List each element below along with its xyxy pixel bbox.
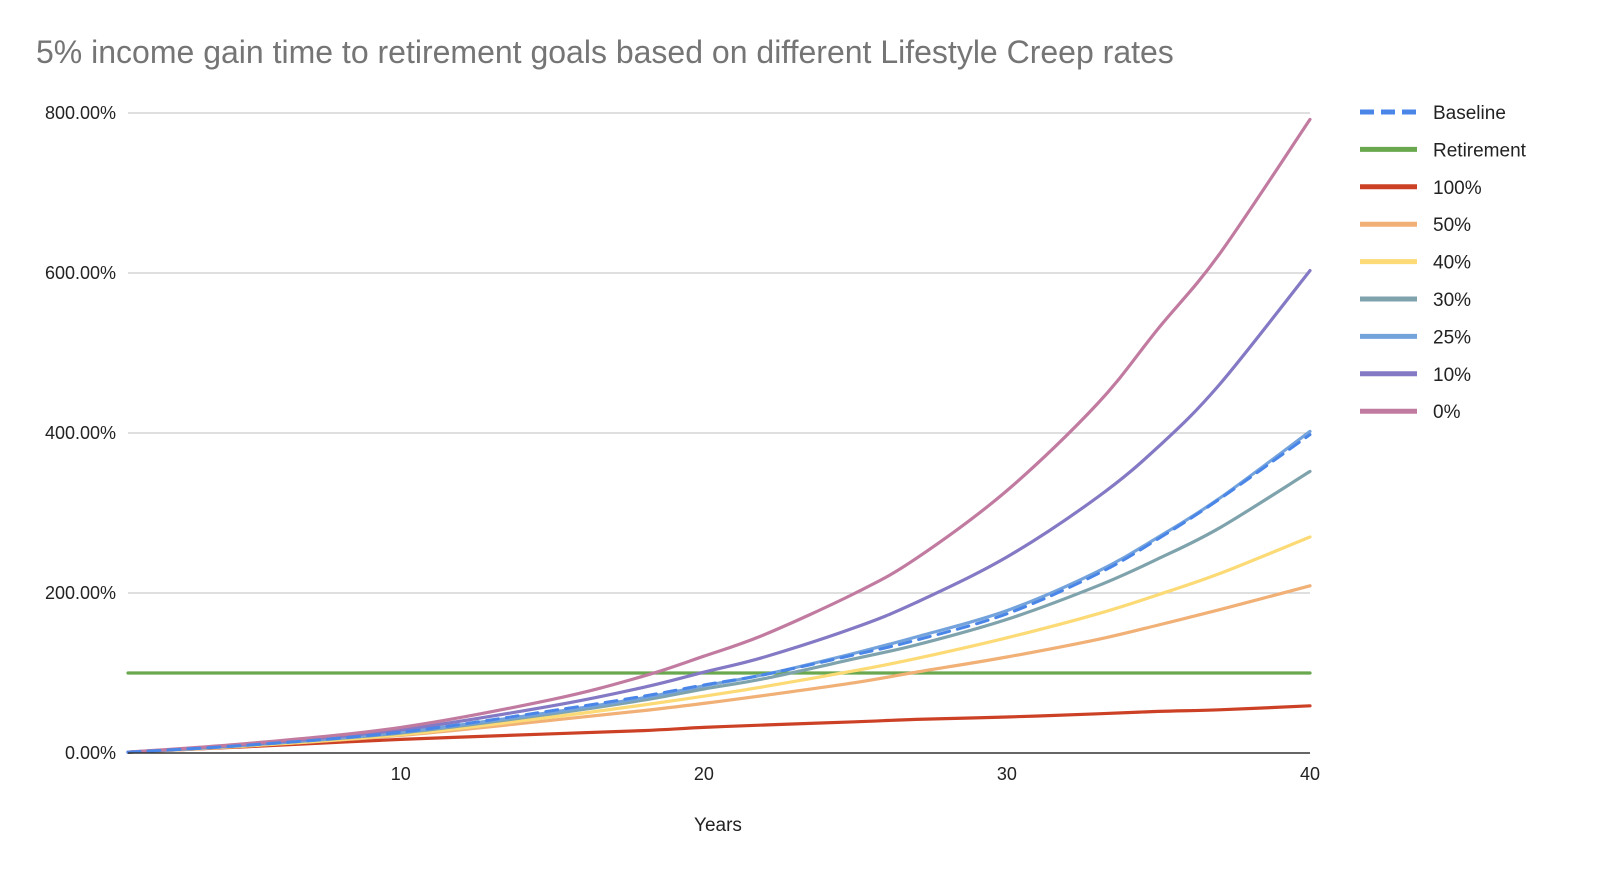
- y-tick-label: 400.00%: [45, 423, 116, 443]
- gridlines: [128, 112, 1310, 594]
- legend-label: 30%: [1433, 290, 1471, 311]
- chart-title: 5% income gain time to retirement goals …: [36, 34, 1174, 70]
- x-tick-label: 30: [997, 764, 1017, 784]
- series-line-10-pct: [126, 269, 1312, 754]
- legend: Baseline Retirement 100% 50% 40% 30% 25% 10% 0%: [1360, 103, 1527, 423]
- y-tick-label: 800.00%: [45, 103, 116, 123]
- y-axis-ticks: 0.00% 200.00% 400.00% 600.00% 800.00%: [45, 103, 116, 763]
- series-lines: [126, 117, 1312, 754]
- series-line-25-pct: [126, 429, 1312, 754]
- y-tick-label: 0.00%: [65, 743, 116, 763]
- x-axis-title: Years: [694, 815, 742, 836]
- y-tick-label: 600.00%: [45, 263, 116, 283]
- legend-label: 100%: [1433, 178, 1482, 199]
- x-tick-label: 40: [1300, 764, 1320, 784]
- x-axis-ticks: 10 20 30 40: [391, 764, 1320, 784]
- legend-label: 0%: [1433, 402, 1461, 423]
- series-line-baseline: [126, 433, 1312, 754]
- legend-label: 25%: [1433, 327, 1471, 348]
- legend-label: 10%: [1433, 365, 1471, 386]
- series-line-0-pct: [126, 117, 1312, 754]
- y-tick-label: 200.00%: [45, 583, 116, 603]
- legend-label: 50%: [1433, 215, 1471, 236]
- x-tick-label: 10: [391, 764, 411, 784]
- legend-label: Retirement: [1433, 140, 1527, 161]
- series-line-30-pct: [126, 469, 1312, 754]
- series-line-100-pct: [126, 704, 1312, 754]
- x-tick-label: 20: [694, 764, 714, 784]
- legend-label: 40%: [1433, 253, 1471, 274]
- legend-label: Baseline: [1433, 103, 1506, 124]
